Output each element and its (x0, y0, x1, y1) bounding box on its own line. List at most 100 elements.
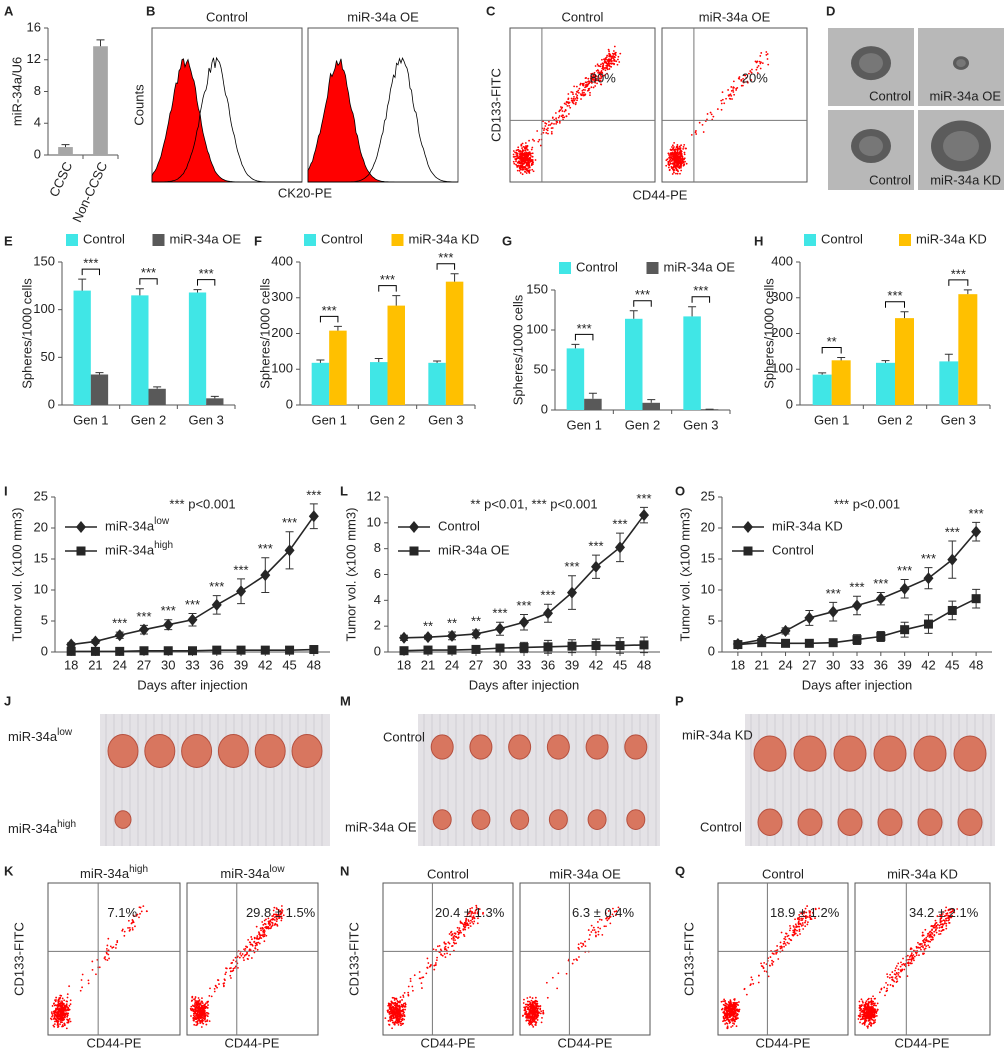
dot (532, 1005, 535, 1007)
dot (721, 1007, 724, 1010)
dot (577, 943, 580, 946)
panel-title: Control (427, 866, 469, 881)
dot (255, 943, 258, 946)
panel-title: miR-34a OE (347, 9, 419, 24)
histogram-outline (151, 56, 302, 183)
dot (525, 151, 528, 154)
dot (521, 150, 524, 153)
dot (859, 1012, 862, 1014)
bar (387, 305, 405, 405)
marker (971, 594, 981, 604)
dot (531, 1016, 534, 1019)
dot (254, 947, 257, 950)
y-tick-label: 5 (41, 612, 48, 627)
dot (107, 953, 110, 956)
dot (140, 910, 143, 913)
dot (928, 936, 931, 938)
dot (883, 986, 886, 989)
dot (58, 1000, 61, 1003)
dot (765, 51, 768, 53)
x-tick-label: Gen 3 (188, 412, 223, 427)
dot (274, 913, 276, 916)
dot (539, 144, 542, 147)
dot (668, 164, 671, 167)
tumor (114, 810, 132, 829)
dot (531, 146, 534, 149)
dot (681, 157, 684, 160)
dot (944, 921, 946, 923)
dot (673, 146, 675, 148)
bar (683, 316, 701, 410)
y-axis-label: CD133-FITC (681, 922, 696, 996)
dot (273, 916, 276, 919)
dot (563, 116, 566, 119)
dot (216, 979, 219, 981)
dot (910, 947, 913, 950)
marker (852, 599, 862, 612)
y-axis-label: Spheres/1000 cells (257, 278, 272, 389)
dot (869, 1008, 872, 1011)
dot (736, 1001, 739, 1004)
dot (863, 1021, 866, 1024)
dot (941, 925, 944, 928)
y-tick-label: 200 (271, 325, 293, 340)
dot (673, 153, 676, 156)
dot (730, 89, 733, 92)
dot (209, 987, 211, 990)
dot (679, 172, 681, 175)
dot (566, 104, 569, 107)
dot (784, 938, 787, 941)
dot (589, 91, 591, 94)
dot (262, 935, 265, 938)
dot (682, 146, 685, 148)
significance-label: ** (447, 615, 457, 630)
dot (402, 1014, 404, 1016)
dot (557, 116, 560, 119)
dot (797, 920, 800, 923)
dot (929, 934, 932, 937)
dot (933, 934, 936, 937)
dot (588, 938, 590, 941)
dot (673, 162, 676, 165)
dot (795, 925, 798, 927)
dot (91, 968, 94, 971)
dot (204, 1017, 206, 1020)
dot (58, 1013, 60, 1016)
dot (598, 918, 601, 921)
dot (394, 1004, 397, 1007)
dot (56, 1022, 59, 1025)
dot (531, 1024, 534, 1027)
x-tick-label: 30 (161, 657, 175, 672)
photo-label: miR-34a KD (930, 172, 1001, 187)
quadrant-label: 18.9 ± 1.2% (770, 905, 840, 920)
dot (674, 150, 677, 153)
legend-swatch (646, 262, 659, 274)
y-tick-label: 100 (526, 321, 548, 336)
dot (447, 946, 450, 949)
dot (206, 1006, 209, 1009)
dot (780, 931, 783, 934)
dot (945, 927, 948, 930)
dot (906, 954, 909, 957)
tumor (291, 733, 323, 768)
x-tick-label: 36 (541, 657, 555, 672)
dot (517, 146, 520, 149)
dot (576, 91, 579, 93)
panel-letter: D (826, 3, 835, 18)
dot (725, 1007, 728, 1010)
dot (560, 107, 563, 110)
dot (521, 142, 524, 145)
x-axis-label: CD44-PE (558, 1035, 613, 1050)
dot (512, 153, 515, 156)
significance-label: *** (141, 265, 156, 280)
dot (613, 910, 616, 913)
dot (251, 938, 253, 941)
dot (525, 155, 528, 158)
marker (260, 645, 270, 655)
dot (726, 1025, 729, 1028)
dot (594, 81, 597, 84)
dot (256, 948, 259, 951)
dot (463, 926, 466, 929)
y-tick-label: 4 (374, 592, 381, 607)
dot (796, 929, 798, 932)
